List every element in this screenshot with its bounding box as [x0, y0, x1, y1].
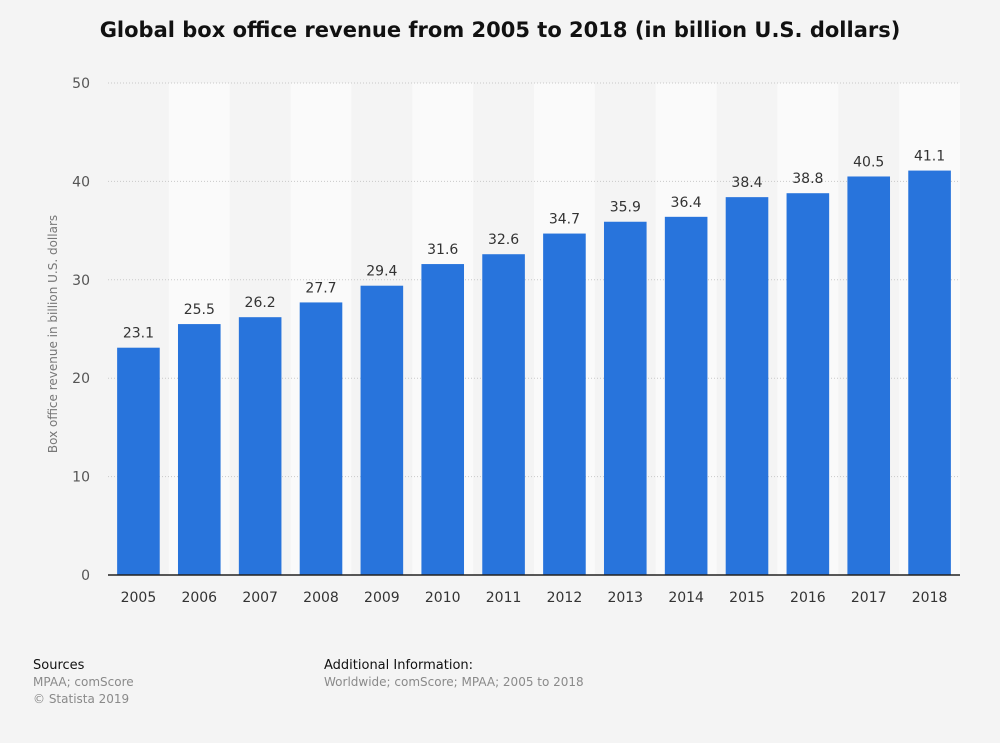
y-tick-label: 30 — [72, 273, 90, 289]
sources-block: Sources MPAA; comScore © Statista 2019 — [33, 657, 134, 708]
x-tick-label: 2005 — [121, 590, 157, 606]
bar[interactable] — [360, 285, 404, 575]
x-tick-label: 2011 — [486, 590, 522, 606]
y-tick-label: 0 — [81, 568, 90, 584]
data-label: 31.6 — [427, 242, 458, 258]
y-tick-label: 50 — [72, 76, 90, 92]
x-tick-label: 2013 — [607, 590, 643, 606]
data-label: 23.1 — [123, 326, 154, 342]
data-label: 32.6 — [488, 232, 519, 248]
data-label: 40.5 — [853, 154, 884, 170]
x-axis-ticks: 2005 2006 2007 2008 2009 2010 2011 2012 2013 2014… — [121, 590, 948, 606]
y-tick-label: 10 — [72, 470, 90, 486]
bar[interactable] — [664, 216, 708, 575]
data-label: 29.4 — [366, 264, 397, 280]
data-label: 38.8 — [792, 171, 823, 187]
data-labels: 23.1 25.5 26.2 27.7 29.4 31.6 32.6 34.7 35.9 36.4… — [123, 149, 945, 342]
bar[interactable] — [603, 221, 647, 575]
x-tick-label: 2007 — [242, 590, 278, 606]
data-label: 34.7 — [549, 212, 580, 228]
x-tick-label: 2017 — [851, 590, 887, 606]
bar[interactable] — [421, 264, 465, 575]
data-label: 27.7 — [305, 280, 336, 296]
copyright-line[interactable]: © Statista 2019 — [33, 692, 130, 706]
x-tick-label: 2006 — [181, 590, 217, 606]
bar[interactable] — [238, 317, 282, 575]
x-tick-label: 2015 — [729, 590, 765, 606]
sources-heading: Sources — [33, 658, 85, 673]
data-label: 41.1 — [914, 149, 945, 165]
x-tick-label: 2012 — [547, 590, 583, 606]
data-label: 36.4 — [671, 195, 702, 211]
bar[interactable] — [543, 233, 586, 575]
data-label: 26.2 — [245, 295, 276, 311]
additional-info-heading: Additional Information: — [324, 658, 474, 673]
bars — [117, 170, 951, 576]
bar[interactable] — [908, 170, 951, 576]
x-tick-label: 2016 — [790, 590, 826, 606]
additional-info-text: Worldwide; comScore; MPAA; 2005 to 2018 — [324, 675, 584, 689]
additional-info-block: Additional Information: Worldwide; comSc… — [324, 657, 584, 691]
y-tick-label: 40 — [72, 174, 90, 190]
bar[interactable] — [177, 324, 221, 575]
y-axis-ticks: 0 10 20 30 40 50 — [72, 76, 90, 584]
bar[interactable] — [482, 254, 525, 575]
bar[interactable] — [847, 176, 891, 576]
bar[interactable] — [299, 302, 343, 575]
x-tick-label: 2018 — [912, 590, 948, 606]
data-label: 35.9 — [610, 200, 641, 216]
bar[interactable] — [725, 197, 769, 576]
bar[interactable] — [786, 193, 830, 575]
data-label: 38.4 — [731, 175, 762, 191]
chart-title: Global box office revenue from 2005 to 2… — [99, 18, 901, 42]
x-tick-label: 2014 — [668, 590, 704, 606]
y-axis-label: Box office revenue in billion U.S. dolla… — [46, 215, 60, 453]
x-tick-label: 2008 — [303, 590, 339, 606]
y-tick-label: 20 — [72, 371, 90, 387]
bar[interactable] — [117, 347, 160, 575]
sources-line[interactable]: MPAA; comScore — [33, 675, 134, 689]
data-label: 25.5 — [184, 302, 215, 318]
x-tick-label: 2009 — [364, 590, 400, 606]
x-tick-label: 2010 — [425, 590, 461, 606]
